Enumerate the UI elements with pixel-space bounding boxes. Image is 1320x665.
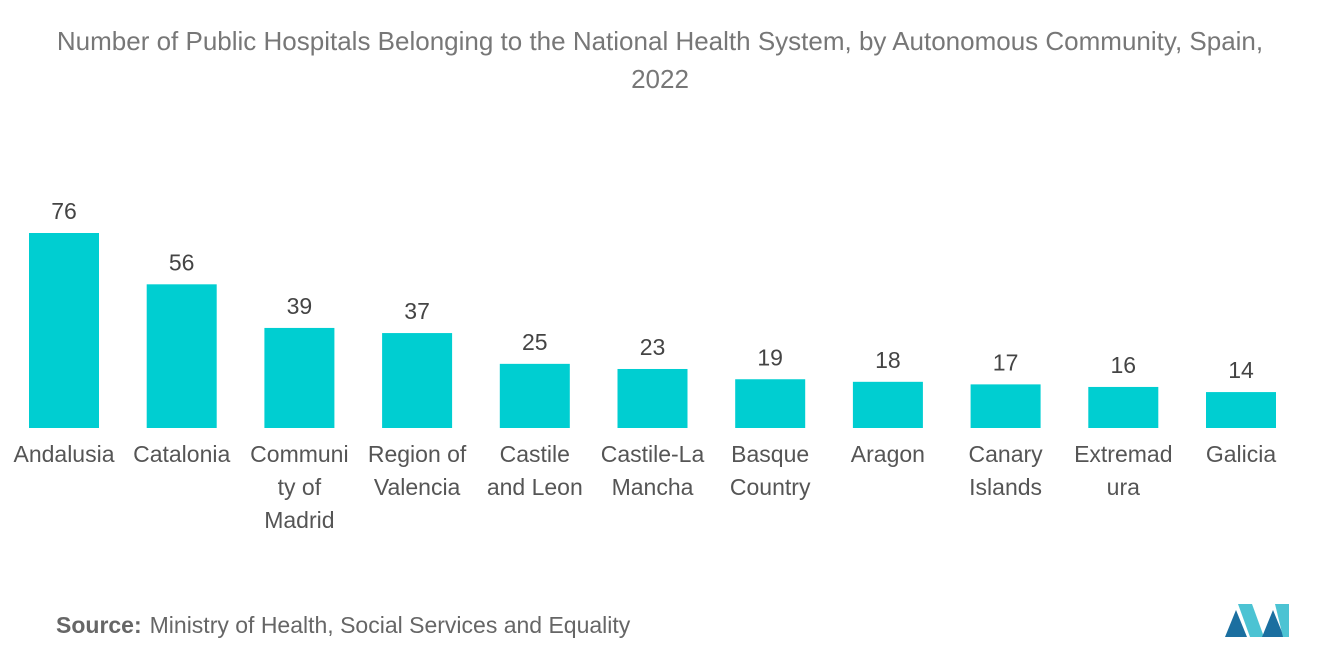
data-label: 56 bbox=[169, 249, 195, 275]
bar bbox=[852, 381, 923, 428]
data-label: 37 bbox=[404, 298, 430, 324]
data-label: 19 bbox=[757, 344, 783, 370]
bar bbox=[1088, 386, 1159, 428]
bar bbox=[617, 368, 688, 428]
x-tick-label: Basque Country bbox=[729, 441, 811, 500]
source: Source: Ministry of Health, Social Servic… bbox=[56, 612, 630, 639]
source-label: Source: bbox=[56, 612, 142, 638]
x-tick-label: Catalonia bbox=[133, 441, 231, 467]
x-tick-label: Aragon bbox=[850, 441, 925, 467]
x-tick-label: Canary Islands bbox=[968, 441, 1043, 500]
data-label: 39 bbox=[287, 293, 313, 319]
x-tick-label: Community of Madrid bbox=[250, 441, 349, 533]
data-label: 14 bbox=[1228, 357, 1254, 383]
data-label: 23 bbox=[640, 334, 666, 360]
x-tick-label: Galicia bbox=[1205, 441, 1277, 467]
x-tick-label: Extremadura bbox=[1074, 441, 1173, 500]
data-label: 25 bbox=[522, 329, 548, 355]
bar bbox=[382, 333, 453, 428]
data-label: 17 bbox=[993, 349, 1019, 375]
source-text: Ministry of Health, Social Services and … bbox=[149, 612, 631, 638]
chart-title: Number of Public Hospitals Belonging to … bbox=[56, 26, 1264, 94]
bar bbox=[146, 284, 217, 428]
data-label: 16 bbox=[1111, 352, 1137, 378]
bar bbox=[1206, 392, 1276, 428]
x-tick-label: Andalusia bbox=[13, 441, 115, 467]
data-label: 76 bbox=[51, 198, 77, 224]
bar bbox=[264, 327, 335, 428]
bar bbox=[29, 233, 99, 428]
logo bbox=[1225, 604, 1289, 637]
x-tick-label: Castile-La Mancha bbox=[600, 441, 705, 500]
bar bbox=[499, 363, 570, 428]
x-tick-label: Region of Valencia bbox=[367, 441, 467, 500]
bar bbox=[970, 384, 1041, 428]
x-tick-label: Castile and Leon bbox=[486, 441, 583, 500]
data-label: 18 bbox=[875, 347, 901, 373]
bar bbox=[735, 379, 806, 428]
